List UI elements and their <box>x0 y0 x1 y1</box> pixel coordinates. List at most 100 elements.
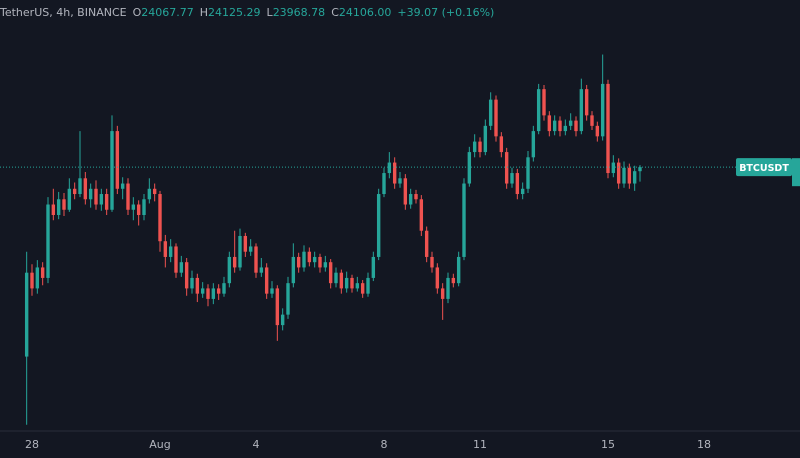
candle-body <box>307 251 312 263</box>
candle-body <box>195 277 200 294</box>
candle-body <box>56 199 61 215</box>
x-tick-label: 15 <box>601 438 615 451</box>
candle-body <box>238 235 242 268</box>
candle-body <box>355 283 360 289</box>
candle-body <box>531 131 536 158</box>
candle-body <box>40 267 45 278</box>
x-tick-label: Aug <box>149 438 170 451</box>
candle-body <box>312 256 317 263</box>
candle-body <box>232 256 237 268</box>
candle-body <box>574 120 578 132</box>
candle-body <box>136 204 141 215</box>
candle-body <box>88 188 93 200</box>
candle-body <box>611 162 616 174</box>
candle-body <box>542 89 546 116</box>
candle-body <box>323 262 328 268</box>
candle-body <box>83 178 88 200</box>
candle-body <box>211 288 216 299</box>
candle-body <box>120 183 125 189</box>
candle-body <box>94 188 98 205</box>
x-tick-label: 11 <box>473 438 487 451</box>
candle-body <box>494 99 498 137</box>
candle-body <box>152 188 157 195</box>
candle-body <box>72 188 77 195</box>
ohlc-item: O24067.77 <box>133 6 194 19</box>
candle-body <box>510 173 514 184</box>
candle-body <box>216 288 221 294</box>
candle-body <box>67 188 72 210</box>
candle-body <box>115 131 120 189</box>
price-scale-marker <box>792 158 800 187</box>
candle-body <box>163 241 168 257</box>
candle-body <box>280 314 285 326</box>
ohlc-value: 24125.29 <box>208 6 261 19</box>
candle-body <box>51 204 56 215</box>
ohlc-value: 23968.78 <box>272 6 326 19</box>
candle-body <box>595 125 600 137</box>
candle-body <box>110 131 114 210</box>
candle-body <box>403 178 408 205</box>
candle-body <box>414 194 418 200</box>
candle-body <box>392 162 397 184</box>
candle-body <box>515 173 520 195</box>
candle-body <box>99 194 104 205</box>
ohlc-key: O <box>132 6 142 19</box>
candle-body <box>200 288 205 294</box>
candle-body <box>478 141 482 153</box>
candle-body <box>24 272 29 357</box>
candle-body <box>456 256 461 284</box>
candle-body <box>579 89 584 132</box>
candle-body <box>536 89 541 132</box>
candle-body <box>483 125 488 153</box>
candle-body <box>254 246 258 273</box>
candle-body <box>382 173 386 195</box>
candle-body <box>488 99 493 126</box>
candle-body <box>563 125 568 132</box>
candle-body <box>291 256 296 284</box>
candle-body <box>184 262 189 289</box>
candle-body <box>504 152 509 184</box>
candle-body <box>424 230 429 257</box>
candle-body <box>462 183 466 257</box>
candle-body <box>334 272 338 284</box>
candle-body <box>499 136 504 153</box>
legend-header: TetherUS, 4h, BINANCE O24067.77 H24125.29… <box>0 6 494 19</box>
candle-body <box>46 204 50 278</box>
candle-body <box>520 188 525 195</box>
x-tick-label: 4 <box>253 438 260 451</box>
candle-body <box>627 167 632 184</box>
ohlc-value: 24106.00 <box>338 6 392 19</box>
candle-body <box>616 162 621 184</box>
ohlc-item: H24125.29 <box>200 6 261 19</box>
candle-body <box>467 152 472 184</box>
candle-body <box>270 288 274 294</box>
candle-body <box>600 83 605 137</box>
candle-body <box>158 194 162 242</box>
candle-body <box>366 277 370 294</box>
candle-body <box>435 267 440 289</box>
candle-body <box>179 262 184 273</box>
ohlc-key: C <box>331 6 339 19</box>
candle-body <box>62 199 66 210</box>
candle-body <box>227 256 232 284</box>
candle-body <box>558 120 562 132</box>
candle-body <box>174 246 178 273</box>
candle-body <box>243 235 248 252</box>
candle-body <box>328 262 333 284</box>
candle-body <box>318 256 322 268</box>
ohlc-item: L23968.78 <box>267 6 326 19</box>
ohlc-item: C24106.00 <box>331 6 391 19</box>
candle-body <box>131 204 136 210</box>
price-label-box <box>736 158 792 177</box>
candle-body <box>440 288 445 299</box>
candle-body <box>344 277 349 289</box>
candle-body <box>350 277 354 289</box>
candle-body <box>302 251 306 268</box>
candle-body <box>547 115 552 132</box>
x-tick-label: 8 <box>381 438 388 451</box>
candle-body <box>419 199 424 231</box>
symbol: TetherUS, 4h, BINANCE <box>0 6 127 19</box>
candle-body <box>142 199 146 215</box>
candle-body <box>606 83 610 174</box>
